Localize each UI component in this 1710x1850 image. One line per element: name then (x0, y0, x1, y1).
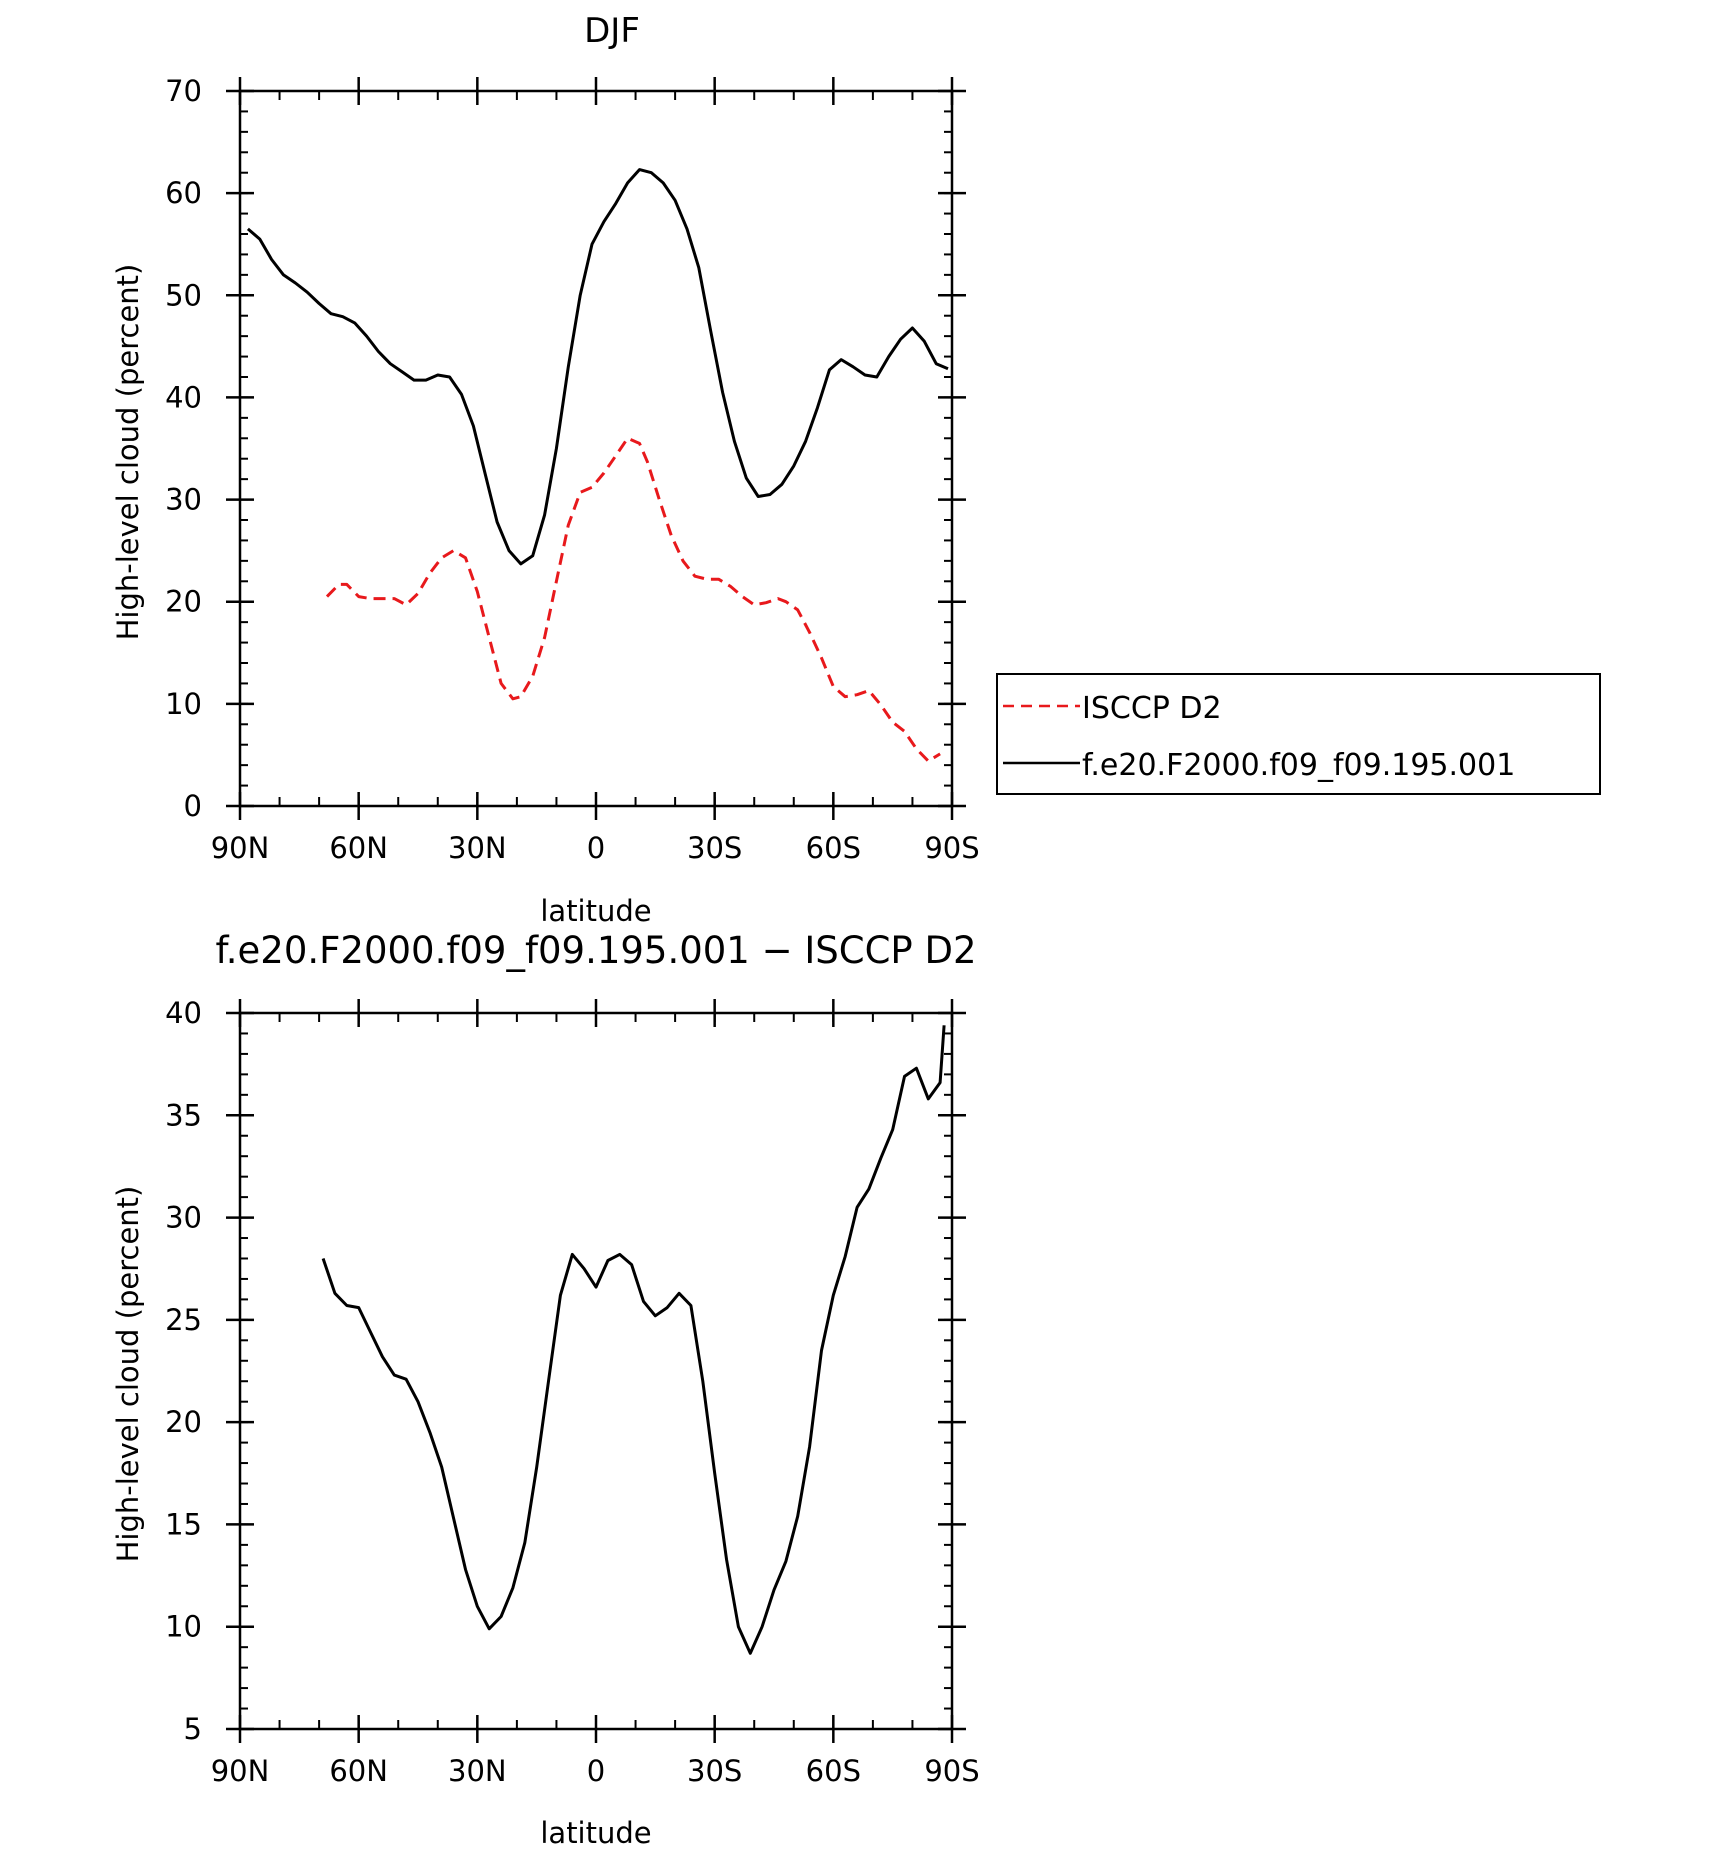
x-tick-label: 30S (687, 1754, 742, 1788)
top-x-axis-label: latitude (540, 894, 651, 928)
top-y-axis-label: High-level cloud (percent) (111, 264, 145, 641)
y-tick-label: 15 (165, 1507, 202, 1541)
legend-box (996, 673, 1601, 795)
y-tick-label: 70 (165, 74, 202, 108)
bottom-plot-area: 90N 60N 30N 0 30S 60S 90S 5 10 15 20 25 30 35 40 (165, 996, 980, 1788)
y-tick-label: 5 (184, 1712, 202, 1746)
x-tick-label: 30N (448, 1754, 507, 1788)
legend: ISCCP D2 f.e20.F2000.f09_f09.195.001 (996, 673, 1601, 795)
legend-label-model: f.e20.F2000.f09_f09.195.001 (1082, 748, 1515, 783)
bottom-y-axis-label: High-level cloud (percent) (111, 1186, 145, 1563)
legend-label-isccp: ISCCP D2 (1082, 691, 1222, 726)
top-panel-title: DJF (584, 11, 640, 51)
y-tick-label: 20 (165, 585, 202, 619)
bottom-panel-title: f.e20.F2000.f09_f09.195.001 − ISCCP D2 (215, 929, 976, 972)
x-tick-label: 30S (687, 831, 742, 865)
x-tick-label: 30N (448, 831, 507, 865)
plot-frame (238, 89, 954, 808)
series-line-0-1 (246, 168, 949, 566)
y-tick-label: 50 (165, 278, 202, 312)
y-tick-label: 0 (184, 789, 202, 823)
x-tick-label: 90S (924, 1754, 979, 1788)
bottom-x-axis-label: latitude (540, 1816, 651, 1850)
x-tick-label: 0 (587, 831, 605, 865)
bottom-panel: f.e20.F2000.f09_f09.195.001 − ISCCP D2 9… (111, 929, 980, 1850)
series-line-0-0 (325, 436, 941, 763)
y-tick-label: 40 (165, 380, 202, 414)
x-tick-label: 60N (329, 1754, 388, 1788)
x-tick-label: 90N (211, 1754, 270, 1788)
x-tick-label: 60S (806, 1754, 861, 1788)
y-tick-label: 40 (165, 996, 202, 1030)
y-tick-label: 10 (165, 1610, 202, 1644)
x-tick-label: 0 (587, 1754, 605, 1788)
x-tick-label: 90N (211, 831, 270, 865)
top-panel: DJF 90N 60N 30N 0 30S 60S 90S 0 10 20 30 40 50 60 70 l… (111, 11, 980, 928)
series-line-1-0 (321, 1025, 946, 1655)
y-tick-label: 20 (165, 1405, 202, 1439)
y-tick-label: 10 (165, 687, 202, 721)
top-plot-area: 90N 60N 30N 0 30S 60S 90S 0 10 20 30 40 50 60 70 (165, 74, 980, 865)
y-tick-label: 30 (165, 483, 202, 517)
plot-frame (238, 1011, 954, 1731)
x-tick-label: 90S (924, 831, 979, 865)
x-tick-label: 60S (806, 831, 861, 865)
y-tick-label: 25 (165, 1303, 202, 1337)
y-tick-label: 60 (165, 176, 202, 210)
y-tick-label: 30 (165, 1201, 202, 1235)
y-tick-label: 35 (165, 1098, 202, 1132)
x-tick-label: 60N (329, 831, 388, 865)
